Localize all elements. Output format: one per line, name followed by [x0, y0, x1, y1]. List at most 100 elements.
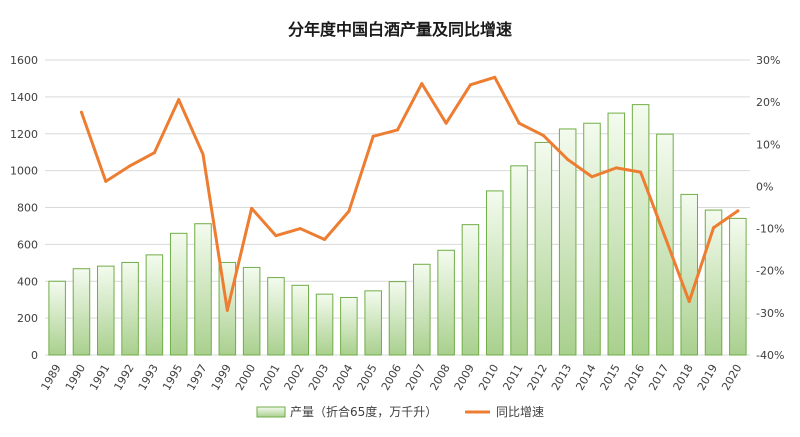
- x-tick-label: 2011: [500, 362, 525, 393]
- x-tick-label: 2007: [403, 362, 428, 393]
- legend-swatch-production: [256, 406, 286, 418]
- line-series: [79, 75, 740, 312]
- y-left-tick-label: 200: [17, 312, 38, 325]
- bar: [121, 261, 139, 356]
- x-tick-label: 2016: [622, 362, 647, 393]
- x-tick-label: 1997: [184, 362, 209, 393]
- legend-label-production: 产量（折合65度，万千升）: [290, 404, 437, 419]
- y-right-tick-label: -30%: [756, 307, 784, 320]
- bar: [485, 190, 504, 356]
- x-tick-label: 2017: [646, 362, 671, 393]
- bar: [291, 284, 310, 356]
- bar: [413, 263, 431, 356]
- bar: [437, 249, 455, 356]
- y-left-tick-label: 800: [17, 202, 38, 215]
- growth-point: [614, 166, 618, 170]
- x-tick-label: 1989: [38, 362, 63, 393]
- y-left-tick-label: 1400: [10, 91, 38, 104]
- x-tick-label: 2003: [306, 362, 331, 393]
- growth-point: [298, 227, 302, 231]
- x-tick-label: 2010: [476, 362, 501, 393]
- bar: [48, 280, 66, 356]
- x-tick-label: 2006: [379, 362, 404, 393]
- growth-point: [104, 179, 108, 183]
- x-tick-label: 2000: [233, 362, 258, 393]
- growth-point: [590, 175, 594, 179]
- growth-point: [420, 82, 424, 86]
- bar: [583, 122, 601, 356]
- bar: [461, 224, 480, 356]
- growth-point: [347, 209, 351, 213]
- growth-point: [663, 235, 667, 239]
- y-left-tick-label: 1200: [10, 128, 38, 141]
- x-tick-label: 1999: [209, 362, 234, 393]
- bar: [729, 217, 747, 356]
- growth-point: [371, 134, 375, 138]
- y-left-tick-label: 400: [17, 275, 38, 288]
- growth-point: [444, 121, 448, 125]
- bar: [267, 277, 285, 356]
- x-tick-label: 2018: [671, 362, 696, 393]
- bar: [72, 268, 91, 356]
- bar: [607, 112, 626, 356]
- x-tick-label: 2005: [355, 362, 380, 393]
- growth-point: [541, 133, 545, 137]
- growth-point: [396, 128, 399, 132]
- x-tick-label: 1991: [87, 362, 112, 393]
- x-tick-label: 1993: [136, 362, 161, 393]
- growth-point: [639, 170, 643, 174]
- x-tick-label: 2013: [549, 362, 574, 393]
- bar: [680, 193, 698, 356]
- bar: [364, 290, 382, 356]
- growth-line: [79, 75, 740, 312]
- y-left-tick-label: 600: [17, 238, 38, 251]
- x-tick-label: 1992: [111, 362, 136, 393]
- growth-point: [250, 206, 254, 210]
- bar: [315, 293, 334, 356]
- y-right-tick-label: -20%: [756, 265, 784, 278]
- bar: [534, 141, 553, 356]
- legend: 产量（折合65度，万千升） 同比增速: [256, 404, 544, 419]
- x-tick-label: 2012: [525, 362, 550, 393]
- chart-title: 分年度中国白酒产量及同比增速: [288, 20, 512, 39]
- y-left-tick-label: 0: [31, 349, 38, 362]
- bar: [145, 254, 164, 356]
- growth-point: [493, 75, 497, 79]
- legend-label-growth: 同比增速: [496, 405, 544, 419]
- x-tick-label: 2019: [695, 362, 720, 393]
- growth-point: [566, 157, 570, 161]
- bar-series: [48, 104, 747, 356]
- x-tick-label: 1990: [63, 362, 88, 393]
- bar: [510, 165, 528, 356]
- bar: [340, 296, 358, 356]
- x-tick-label: 2001: [257, 362, 282, 393]
- growth-point: [274, 234, 278, 238]
- bar: [97, 265, 115, 356]
- x-tick-label: 2015: [598, 362, 623, 393]
- x-tick-label: 2004: [330, 362, 355, 393]
- x-tick-label: 2020: [719, 362, 744, 393]
- bar: [631, 104, 650, 356]
- x-tick-label: 1995: [160, 362, 185, 393]
- bar: [169, 232, 188, 356]
- y-left-tick-label: 1000: [10, 165, 38, 178]
- bar: [558, 128, 577, 356]
- growth-point: [323, 238, 327, 242]
- y-left-tick-label: 1600: [10, 54, 38, 67]
- y-right-tick-label: 20%: [756, 96, 780, 109]
- bar: [194, 223, 212, 356]
- growth-point: [468, 83, 472, 87]
- growth-point: [201, 152, 205, 156]
- y-right-tick-label: -10%: [756, 223, 784, 236]
- bar: [656, 133, 674, 356]
- growth-point: [152, 151, 156, 155]
- growth-point: [128, 164, 132, 168]
- bar: [704, 209, 723, 356]
- bar: [388, 281, 407, 356]
- x-tick-label: 2009: [452, 362, 477, 393]
- growth-point: [177, 98, 181, 102]
- y-right-tick-label: 10%: [756, 138, 780, 151]
- growth-point: [736, 209, 740, 213]
